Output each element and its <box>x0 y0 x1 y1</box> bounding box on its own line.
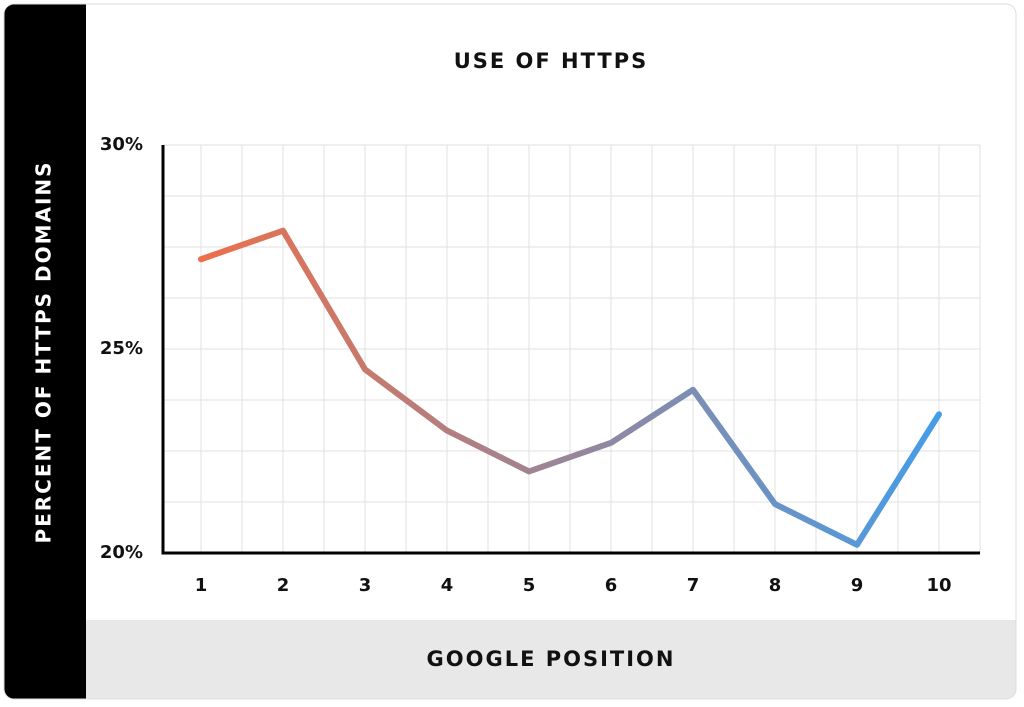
y-label-band <box>4 4 86 699</box>
y-tick-label: 20% <box>100 542 143 563</box>
card-bg <box>4 4 1016 699</box>
x-tick-label: 4 <box>441 575 454 596</box>
y-axis-label: PERCENT OF HTTPS DOMAINS <box>32 160 56 543</box>
data-line <box>198 227 942 548</box>
card <box>4 4 1016 699</box>
x-tick-label: 9 <box>851 575 864 596</box>
x-tick-label: 1 <box>195 575 208 596</box>
chart-title: USE OF HTTPS <box>454 49 649 73</box>
x-tick-label: 7 <box>687 575 700 596</box>
x-tick-label: 3 <box>359 575 372 596</box>
x-tick-label: 2 <box>277 575 290 596</box>
x-tick-label: 10 <box>926 575 951 596</box>
y-tick-label: 25% <box>100 338 143 359</box>
x-tick-label: 6 <box>605 575 618 596</box>
grid: 20% 25% 30% 1 2 3 4 5 6 7 8 9 10 <box>100 134 981 596</box>
plot <box>198 227 942 548</box>
x-tick-label: 5 <box>523 575 536 596</box>
x-label-band <box>86 620 1016 699</box>
card-border <box>3 3 1017 700</box>
x-tick-label: 8 <box>769 575 782 596</box>
x-axis-label: GOOGLE POSITION <box>427 647 676 671</box>
y-tick-label: 30% <box>100 134 143 155</box>
